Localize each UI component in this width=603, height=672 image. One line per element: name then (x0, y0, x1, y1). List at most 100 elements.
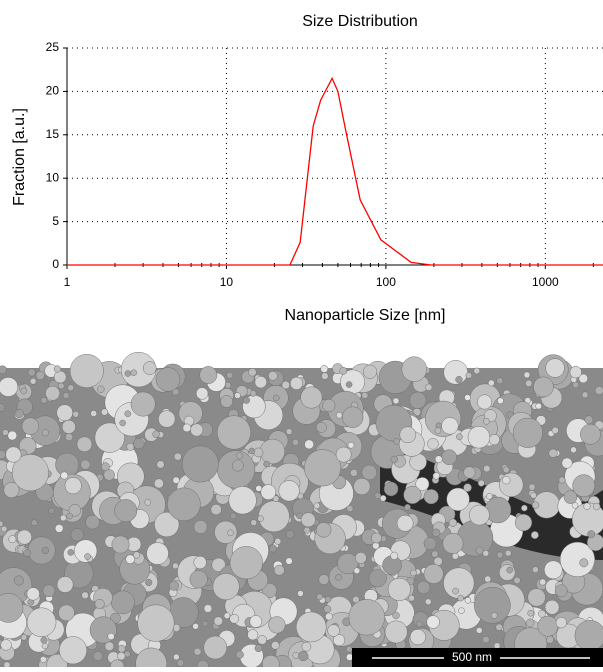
particle (448, 518, 458, 527)
particle (513, 576, 521, 584)
particle (103, 469, 115, 481)
particle (321, 372, 329, 380)
y-tick-label: 15 (46, 127, 60, 141)
particle (5, 446, 22, 463)
particle (40, 636, 48, 644)
particle (53, 365, 62, 373)
particle (223, 612, 231, 619)
particle (173, 452, 182, 461)
particle (59, 636, 88, 665)
particle (84, 553, 91, 560)
particle (41, 546, 49, 555)
particle (569, 366, 582, 379)
particle (182, 423, 192, 433)
particle (583, 502, 591, 510)
particle (153, 478, 164, 489)
particle (41, 642, 49, 650)
particle (594, 386, 603, 395)
x-tick-label: 1000 (532, 275, 559, 289)
particle (152, 430, 160, 438)
particle (154, 511, 180, 538)
particle (455, 376, 463, 384)
particle (458, 607, 465, 614)
particle (226, 371, 234, 379)
particle (85, 514, 100, 530)
particle (193, 555, 207, 570)
particle (443, 567, 475, 599)
particle (271, 641, 280, 650)
particle (538, 609, 546, 618)
particle (335, 411, 343, 419)
particle (415, 477, 430, 491)
particle (425, 598, 432, 606)
particle (333, 634, 346, 647)
particle (353, 567, 361, 575)
particle (111, 590, 135, 615)
particle (361, 464, 378, 481)
particle (97, 385, 105, 393)
particle (156, 460, 165, 469)
particle (399, 426, 417, 444)
particle (167, 487, 201, 522)
scale-bar-label: 500 nm (452, 650, 492, 664)
particle (126, 442, 135, 451)
particle (263, 460, 270, 468)
particle (0, 365, 7, 375)
particle (158, 410, 176, 428)
particle (81, 591, 89, 600)
y-tick-label: 25 (46, 40, 60, 54)
particle (304, 439, 314, 450)
particle (259, 438, 286, 465)
particle (451, 552, 459, 560)
particle (423, 563, 444, 584)
particle (285, 529, 295, 539)
particle (506, 566, 513, 574)
particle (416, 580, 431, 595)
particle (69, 354, 104, 388)
particle (0, 377, 19, 397)
particle (384, 620, 408, 644)
particle (135, 647, 167, 672)
chart-title: Size Distribution (302, 13, 418, 30)
particle (574, 620, 603, 651)
particle (335, 446, 352, 463)
particle (441, 417, 459, 435)
particle (446, 487, 470, 511)
particle (172, 562, 179, 570)
particle (514, 514, 533, 532)
particle (554, 584, 568, 598)
particle (54, 524, 64, 533)
particle (533, 376, 554, 398)
particle (14, 409, 24, 419)
particle (431, 550, 439, 558)
particle (368, 569, 387, 588)
particle (482, 635, 490, 644)
particle (211, 557, 226, 573)
particle (31, 519, 38, 527)
particle (26, 587, 40, 601)
particle (39, 656, 47, 663)
particle (352, 595, 360, 604)
particle (477, 394, 493, 410)
particle (176, 659, 185, 667)
particle (254, 375, 267, 389)
particle (278, 480, 300, 502)
particle (199, 366, 218, 384)
particle (527, 588, 546, 607)
particle (227, 529, 234, 537)
particle (497, 397, 504, 405)
particle (482, 550, 490, 557)
particle (362, 364, 378, 379)
particle (404, 504, 411, 511)
particle (346, 505, 354, 513)
particle (392, 397, 400, 405)
particle (463, 483, 472, 492)
particle (228, 486, 257, 515)
particle (72, 411, 79, 418)
x-tick-label: 100 (376, 275, 396, 289)
particle (146, 542, 169, 565)
particle (525, 379, 533, 387)
particle (493, 642, 501, 650)
particle (212, 573, 240, 601)
particle (502, 476, 511, 485)
